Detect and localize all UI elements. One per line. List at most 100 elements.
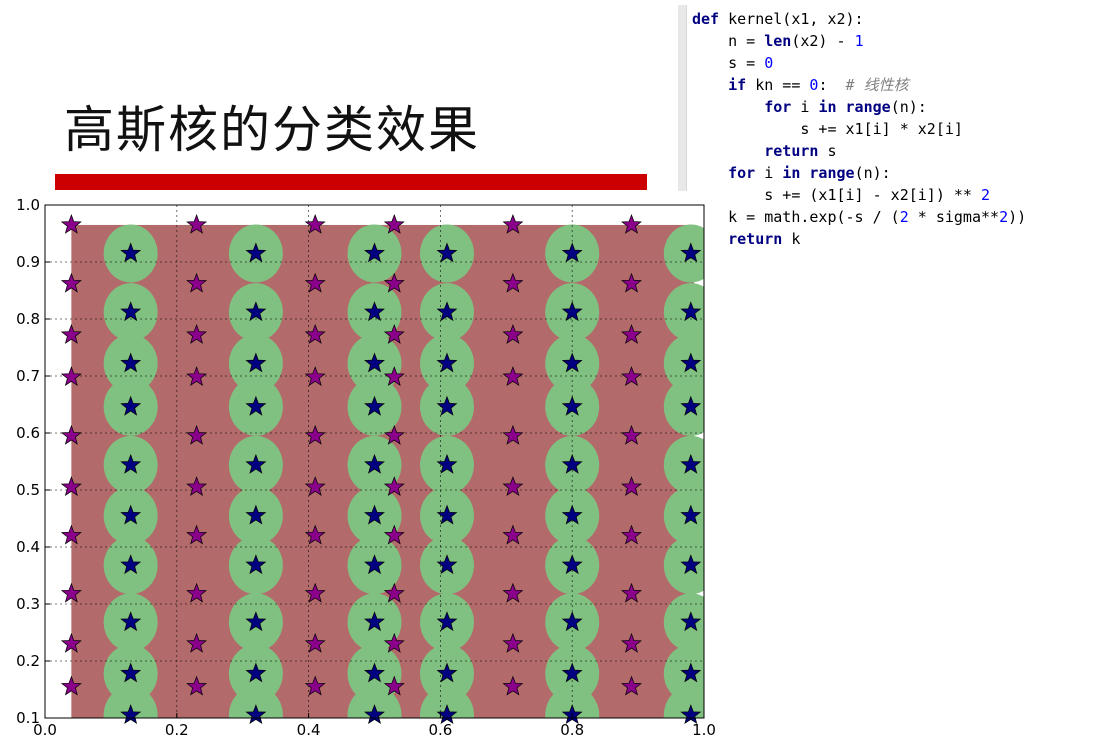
y-tick-label: 0.2 [16, 652, 40, 670]
code-token: 2 [899, 208, 909, 226]
class-b-star-point [120, 242, 142, 263]
class-a-star-point [186, 632, 208, 653]
class-b-star-point [680, 611, 702, 632]
class-a-star-point [304, 366, 326, 387]
class-a-star-point [621, 632, 642, 653]
class-b-star-point [364, 662, 385, 683]
class-a-star-point [60, 582, 82, 603]
y-tick-label: 0.6 [16, 424, 40, 442]
class-a-star-point [621, 582, 642, 603]
class-a-star-point [304, 582, 326, 603]
class-a-star-point [186, 272, 208, 293]
class-b-star-point [680, 453, 702, 474]
class-a-star-point [186, 582, 208, 603]
class-a-star-point [383, 323, 405, 344]
y-tick-label: 0.8 [16, 310, 40, 328]
class-b-star-point [436, 395, 458, 416]
class-a-star-point [304, 272, 326, 293]
code-token: range [845, 98, 891, 116]
class-a-star-point [502, 324, 524, 344]
code-token: (x2) - [791, 32, 855, 50]
y-tick-label: 0.5 [16, 481, 40, 499]
x-tick-label: 0.4 [297, 721, 321, 739]
y-tick-label: 0.1 [16, 709, 40, 727]
class-b-star-point [120, 301, 142, 322]
class-b-star-point [364, 704, 385, 724]
code-line: s = 0 [692, 52, 1026, 74]
code-token: s += (x1[i] - x2[i]) ** [692, 186, 981, 204]
code-token: return [728, 230, 783, 248]
class-b-star-point [561, 554, 583, 575]
class-a-star-point [60, 272, 82, 293]
class-b-star-point [680, 242, 702, 263]
class-a-star-point [502, 476, 524, 497]
class-b-star-point [245, 611, 267, 632]
class-b-star-point [436, 662, 458, 683]
class-b-star-point [680, 301, 702, 322]
class-a-star-point [60, 213, 82, 234]
class-b-star-point [436, 301, 458, 322]
class-a-star-point [383, 675, 405, 696]
class-a-star-point [383, 213, 405, 234]
class-b-star-point [120, 453, 142, 474]
class-a-star-point [186, 476, 208, 497]
class-b-star-point [245, 352, 267, 373]
code-line: for i in range(n): [692, 96, 1026, 118]
code-token: return [764, 142, 819, 160]
code-token: : [818, 76, 846, 94]
y-tick-label: 0.4 [16, 538, 40, 556]
class-b-star-point [120, 352, 142, 373]
class-a-star-point [60, 366, 82, 387]
class-a-star-point [383, 582, 405, 603]
class-b-star-point [561, 395, 583, 416]
class-b-star-point [245, 704, 267, 724]
code-token: kn == [746, 76, 810, 94]
code-line: s += x1[i] * x2[i] [692, 118, 1026, 140]
class-b-star-point [436, 704, 458, 724]
decision-region-blob [103, 686, 158, 718]
slide-title: 高斯核的分类效果 [64, 101, 480, 159]
title-underline-bar [55, 174, 647, 190]
class-b-star-point [364, 352, 385, 373]
class-b-star-point [364, 554, 385, 575]
y-tick-label: 0.7 [16, 367, 40, 385]
code-token: k [782, 230, 801, 248]
plot-border [44, 204, 705, 719]
class-b-star-point [680, 704, 702, 724]
class-a-star-point [304, 214, 326, 234]
class-b-star-point [245, 453, 267, 474]
class-b-star-point [436, 504, 458, 525]
x-tick-label: 0.8 [560, 721, 584, 739]
class-a-star-point [186, 366, 208, 387]
class-b-star-point [245, 395, 267, 416]
class-b-star-point [120, 662, 142, 683]
code-token: i [755, 164, 783, 182]
code-line: k = math.exp(-s / (2 * sigma**2)) [692, 206, 1026, 228]
class-a-star-point [502, 675, 524, 696]
code-line: return s [692, 140, 1026, 162]
decision-region-blob [663, 435, 704, 494]
class-a-star-point [502, 272, 524, 293]
class-a-star-point [502, 424, 524, 445]
class-a-star-point [621, 272, 642, 293]
class-a-star-point [60, 524, 82, 545]
class-b-star-point [364, 453, 385, 474]
class-a-star-point [186, 524, 208, 545]
decision-region-blob [663, 377, 704, 436]
code-token: k = math.exp(-s / ( [692, 208, 900, 226]
class-b-star-point [245, 504, 267, 525]
decision-region-blob [419, 686, 474, 718]
code-token: s += x1[i] * x2[i] [692, 120, 963, 138]
code-token: in [818, 98, 837, 116]
x-tick-label: 0.0 [33, 721, 57, 739]
class-b-star-point [680, 554, 702, 575]
decision-region-blob [663, 593, 704, 652]
code-token: 0 [764, 54, 774, 72]
class-b-star-point [245, 662, 267, 683]
class-b-star-point [680, 352, 702, 373]
class-a-star-point [502, 214, 524, 234]
code-token: 0 [809, 76, 819, 94]
code-token: * sigma** [908, 208, 1000, 226]
class-b-star-point [561, 662, 583, 683]
class-a-star-point [304, 476, 326, 497]
